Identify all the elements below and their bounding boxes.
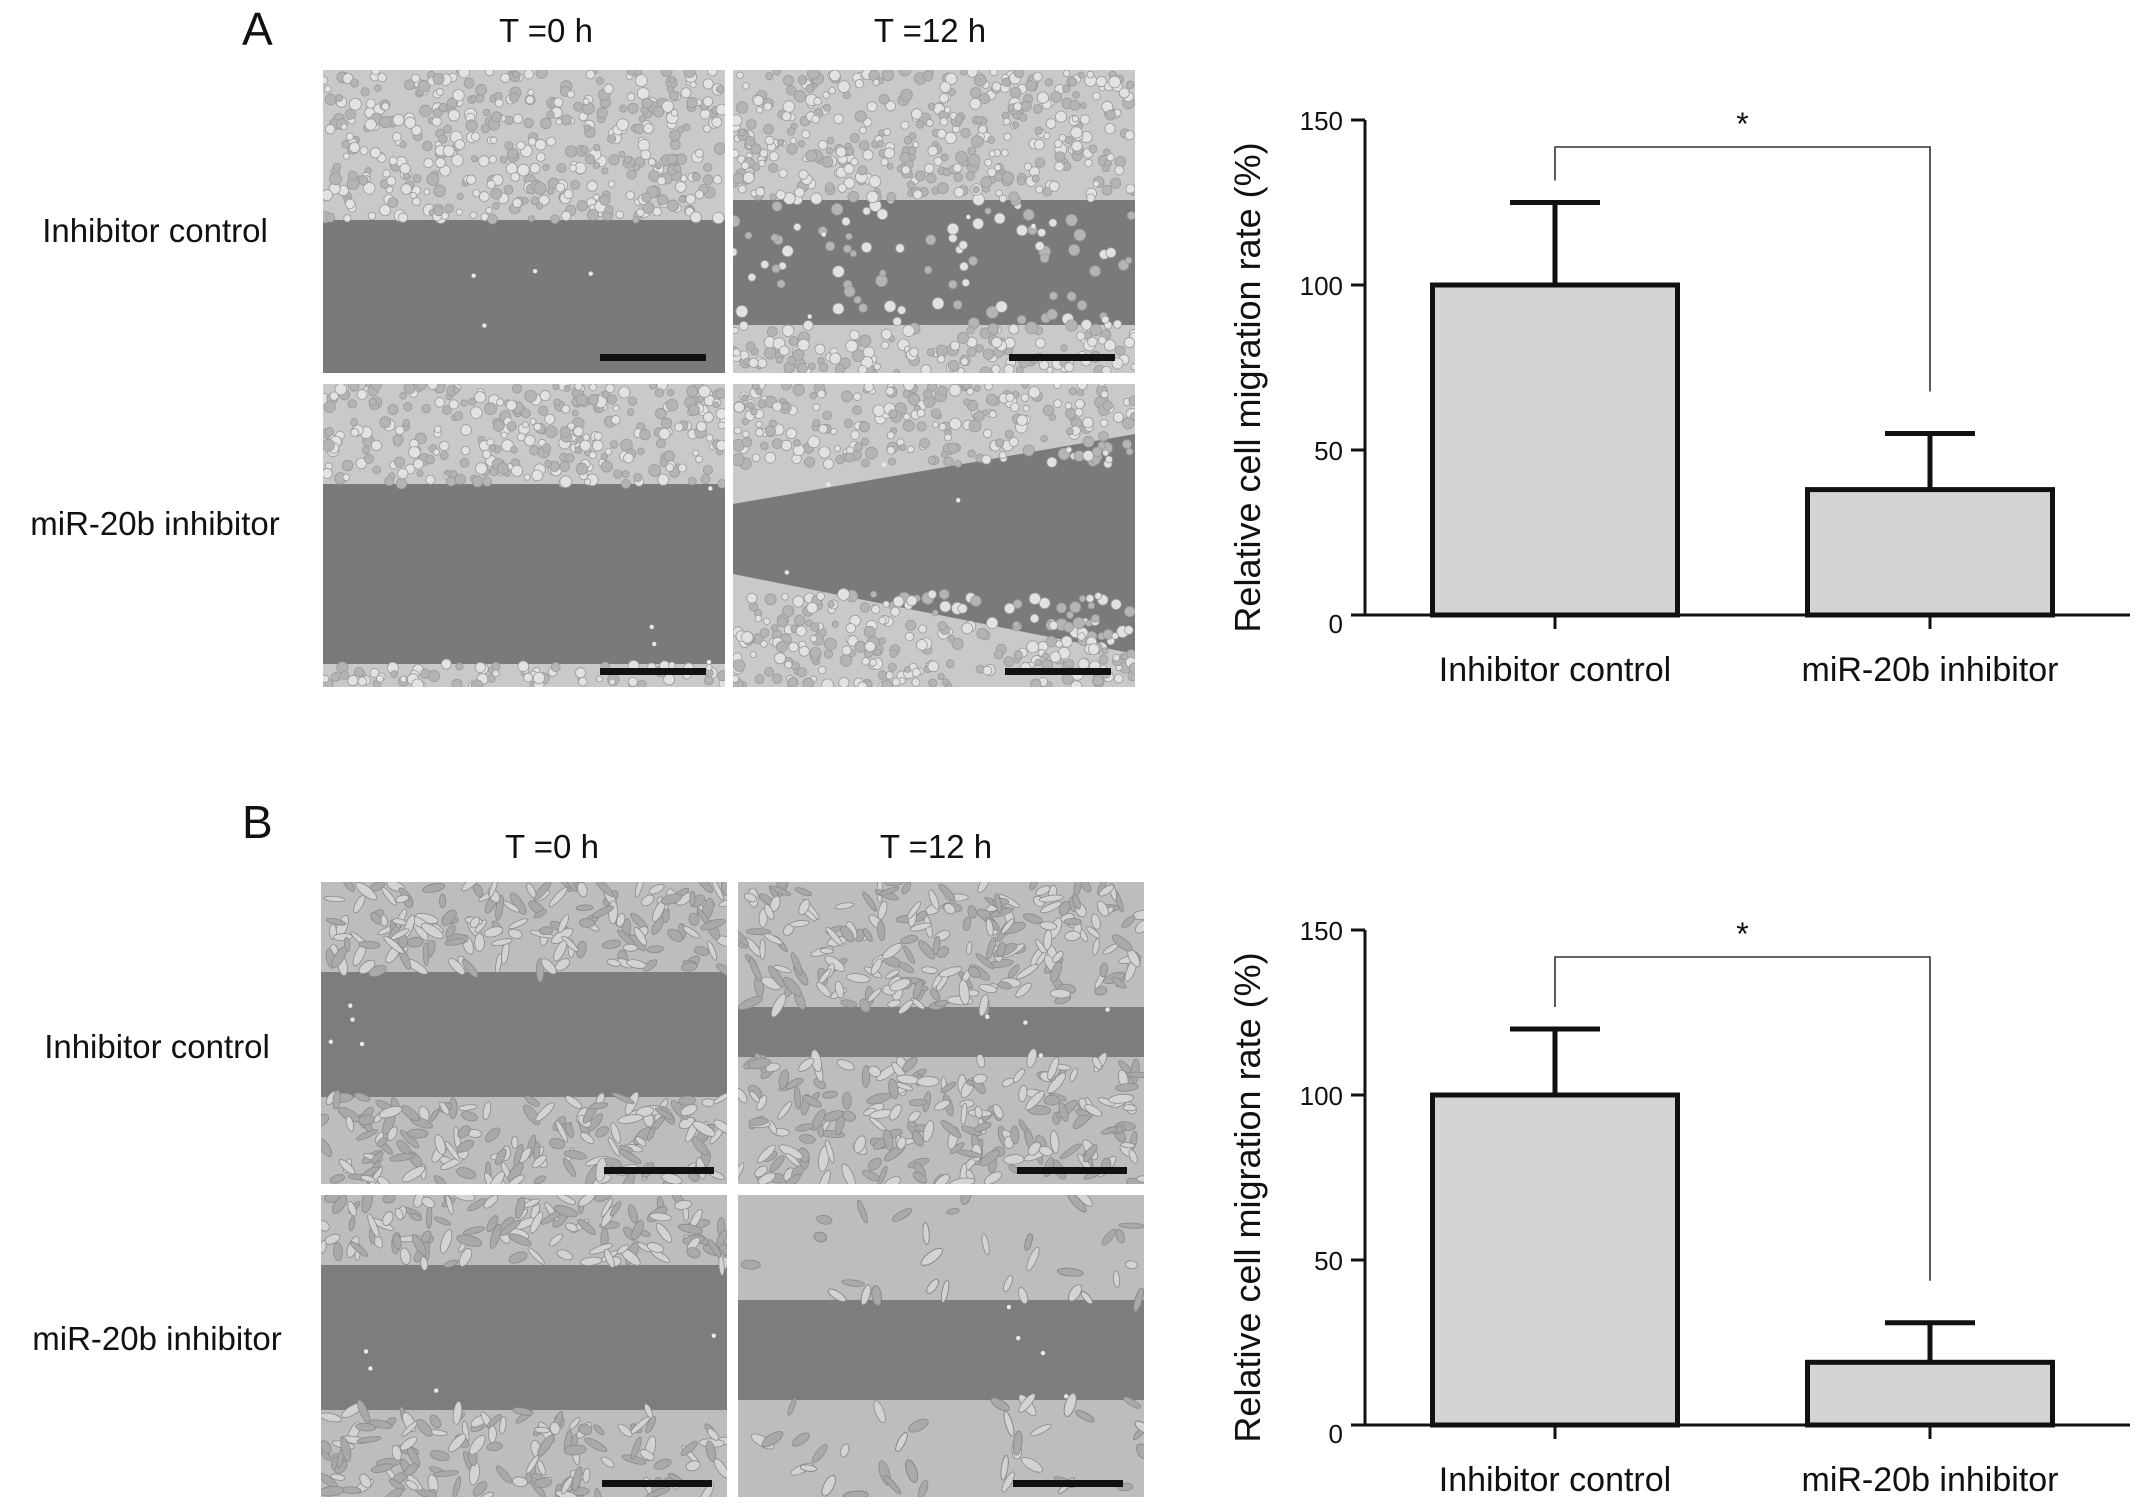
panel-b-scale-bar bbox=[1017, 1167, 1127, 1174]
chart-a-significance-star: * bbox=[1736, 106, 1748, 142]
panel-b-row-header-control: Inhibitor control bbox=[44, 1028, 270, 1065]
chart-b-category-label: miR-20b inhibitor bbox=[1802, 1461, 2059, 1499]
chart-a-ylabel: Relative cell migration rate (%) bbox=[1227, 142, 1268, 632]
panel-a-scale-bar bbox=[600, 668, 706, 675]
chart-a-ytick-label: 0 bbox=[1329, 609, 1343, 639]
panel-b-scale-bar bbox=[604, 1167, 714, 1174]
panel-a-micrograph-control-0h bbox=[323, 70, 725, 373]
panel-a-row-header-control: Inhibitor control bbox=[42, 212, 268, 249]
panel-a-scale-bar bbox=[600, 354, 706, 361]
panel-b-letter: B bbox=[242, 796, 273, 848]
chart-a-bar-inhibitor-control bbox=[1430, 282, 1680, 618]
chart-b-bar-mir-20b-inhibitor bbox=[1805, 1359, 2055, 1428]
chart-a-ytick-label: 150 bbox=[1300, 106, 1343, 136]
panel-a-col-header-0h: T =0 h bbox=[499, 12, 593, 49]
chart-b-ylabel: Relative cell migration rate (%) bbox=[1227, 952, 1268, 1442]
panel-b-row-header-inhibitor: miR-20b inhibitor bbox=[32, 1320, 282, 1357]
panel-a-letter: A bbox=[242, 3, 273, 55]
panel-a-scale-bar bbox=[1009, 354, 1115, 361]
panel-a-scale-bar bbox=[1005, 668, 1111, 675]
chart-a-category-label: Inhibitor control bbox=[1439, 651, 1671, 689]
chart-b-ytick-label: 100 bbox=[1300, 1081, 1343, 1111]
panel-b-micrograph-control-12h bbox=[738, 882, 1144, 1184]
chart-b-significance-bracket bbox=[1554, 956, 1931, 1281]
panel-b-col-header-0h: T =0 h bbox=[505, 828, 599, 865]
panel-a-col-header-12h: T =12 h bbox=[873, 12, 987, 49]
chart-b-bar-inhibitor-control bbox=[1430, 1092, 1680, 1428]
chart-a-ytick-label: 100 bbox=[1300, 271, 1343, 301]
panel-b-micrograph-inhibitor-12h bbox=[738, 1195, 1144, 1497]
panel-b-scale-bar bbox=[1013, 1480, 1123, 1487]
panel-a-bar-chart: Relative cell migration rate (%) 0 50 100 15… bbox=[1227, 106, 2130, 689]
panel-a-micrograph-inhibitor-0h bbox=[323, 384, 725, 687]
chart-b-ytick-label: 50 bbox=[1314, 1246, 1343, 1276]
panel-a-micrograph-control-12h bbox=[733, 70, 1135, 373]
chart-b-category-label: Inhibitor control bbox=[1439, 1461, 1671, 1499]
panel-a-row-header-inhibitor: miR-20b inhibitor bbox=[30, 505, 280, 542]
panel-b-scale-bar bbox=[602, 1480, 712, 1487]
panel-b-bar-chart: Relative cell migration rate (%) 0 50 100 15… bbox=[1227, 916, 2130, 1499]
chart-a-significance-bracket bbox=[1554, 146, 1931, 392]
chart-a-category-label: miR-20b inhibitor bbox=[1802, 651, 2059, 689]
panel-b-micrograph-control-0h bbox=[321, 882, 727, 1184]
panel-a-micrograph-inhibitor-12h bbox=[733, 384, 1135, 687]
chart-b-ytick-label: 150 bbox=[1300, 916, 1343, 946]
panel-b-col-header-12h: T =12 h bbox=[879, 828, 993, 865]
chart-a-bar-mir-20b-inhibitor bbox=[1805, 487, 2055, 618]
chart-b-significance-star: * bbox=[1736, 916, 1748, 952]
chart-b-ytick-label: 0 bbox=[1329, 1419, 1343, 1449]
panel-b-micrograph-inhibitor-0h bbox=[321, 1195, 727, 1497]
chart-a-ytick-label: 50 bbox=[1314, 436, 1343, 466]
